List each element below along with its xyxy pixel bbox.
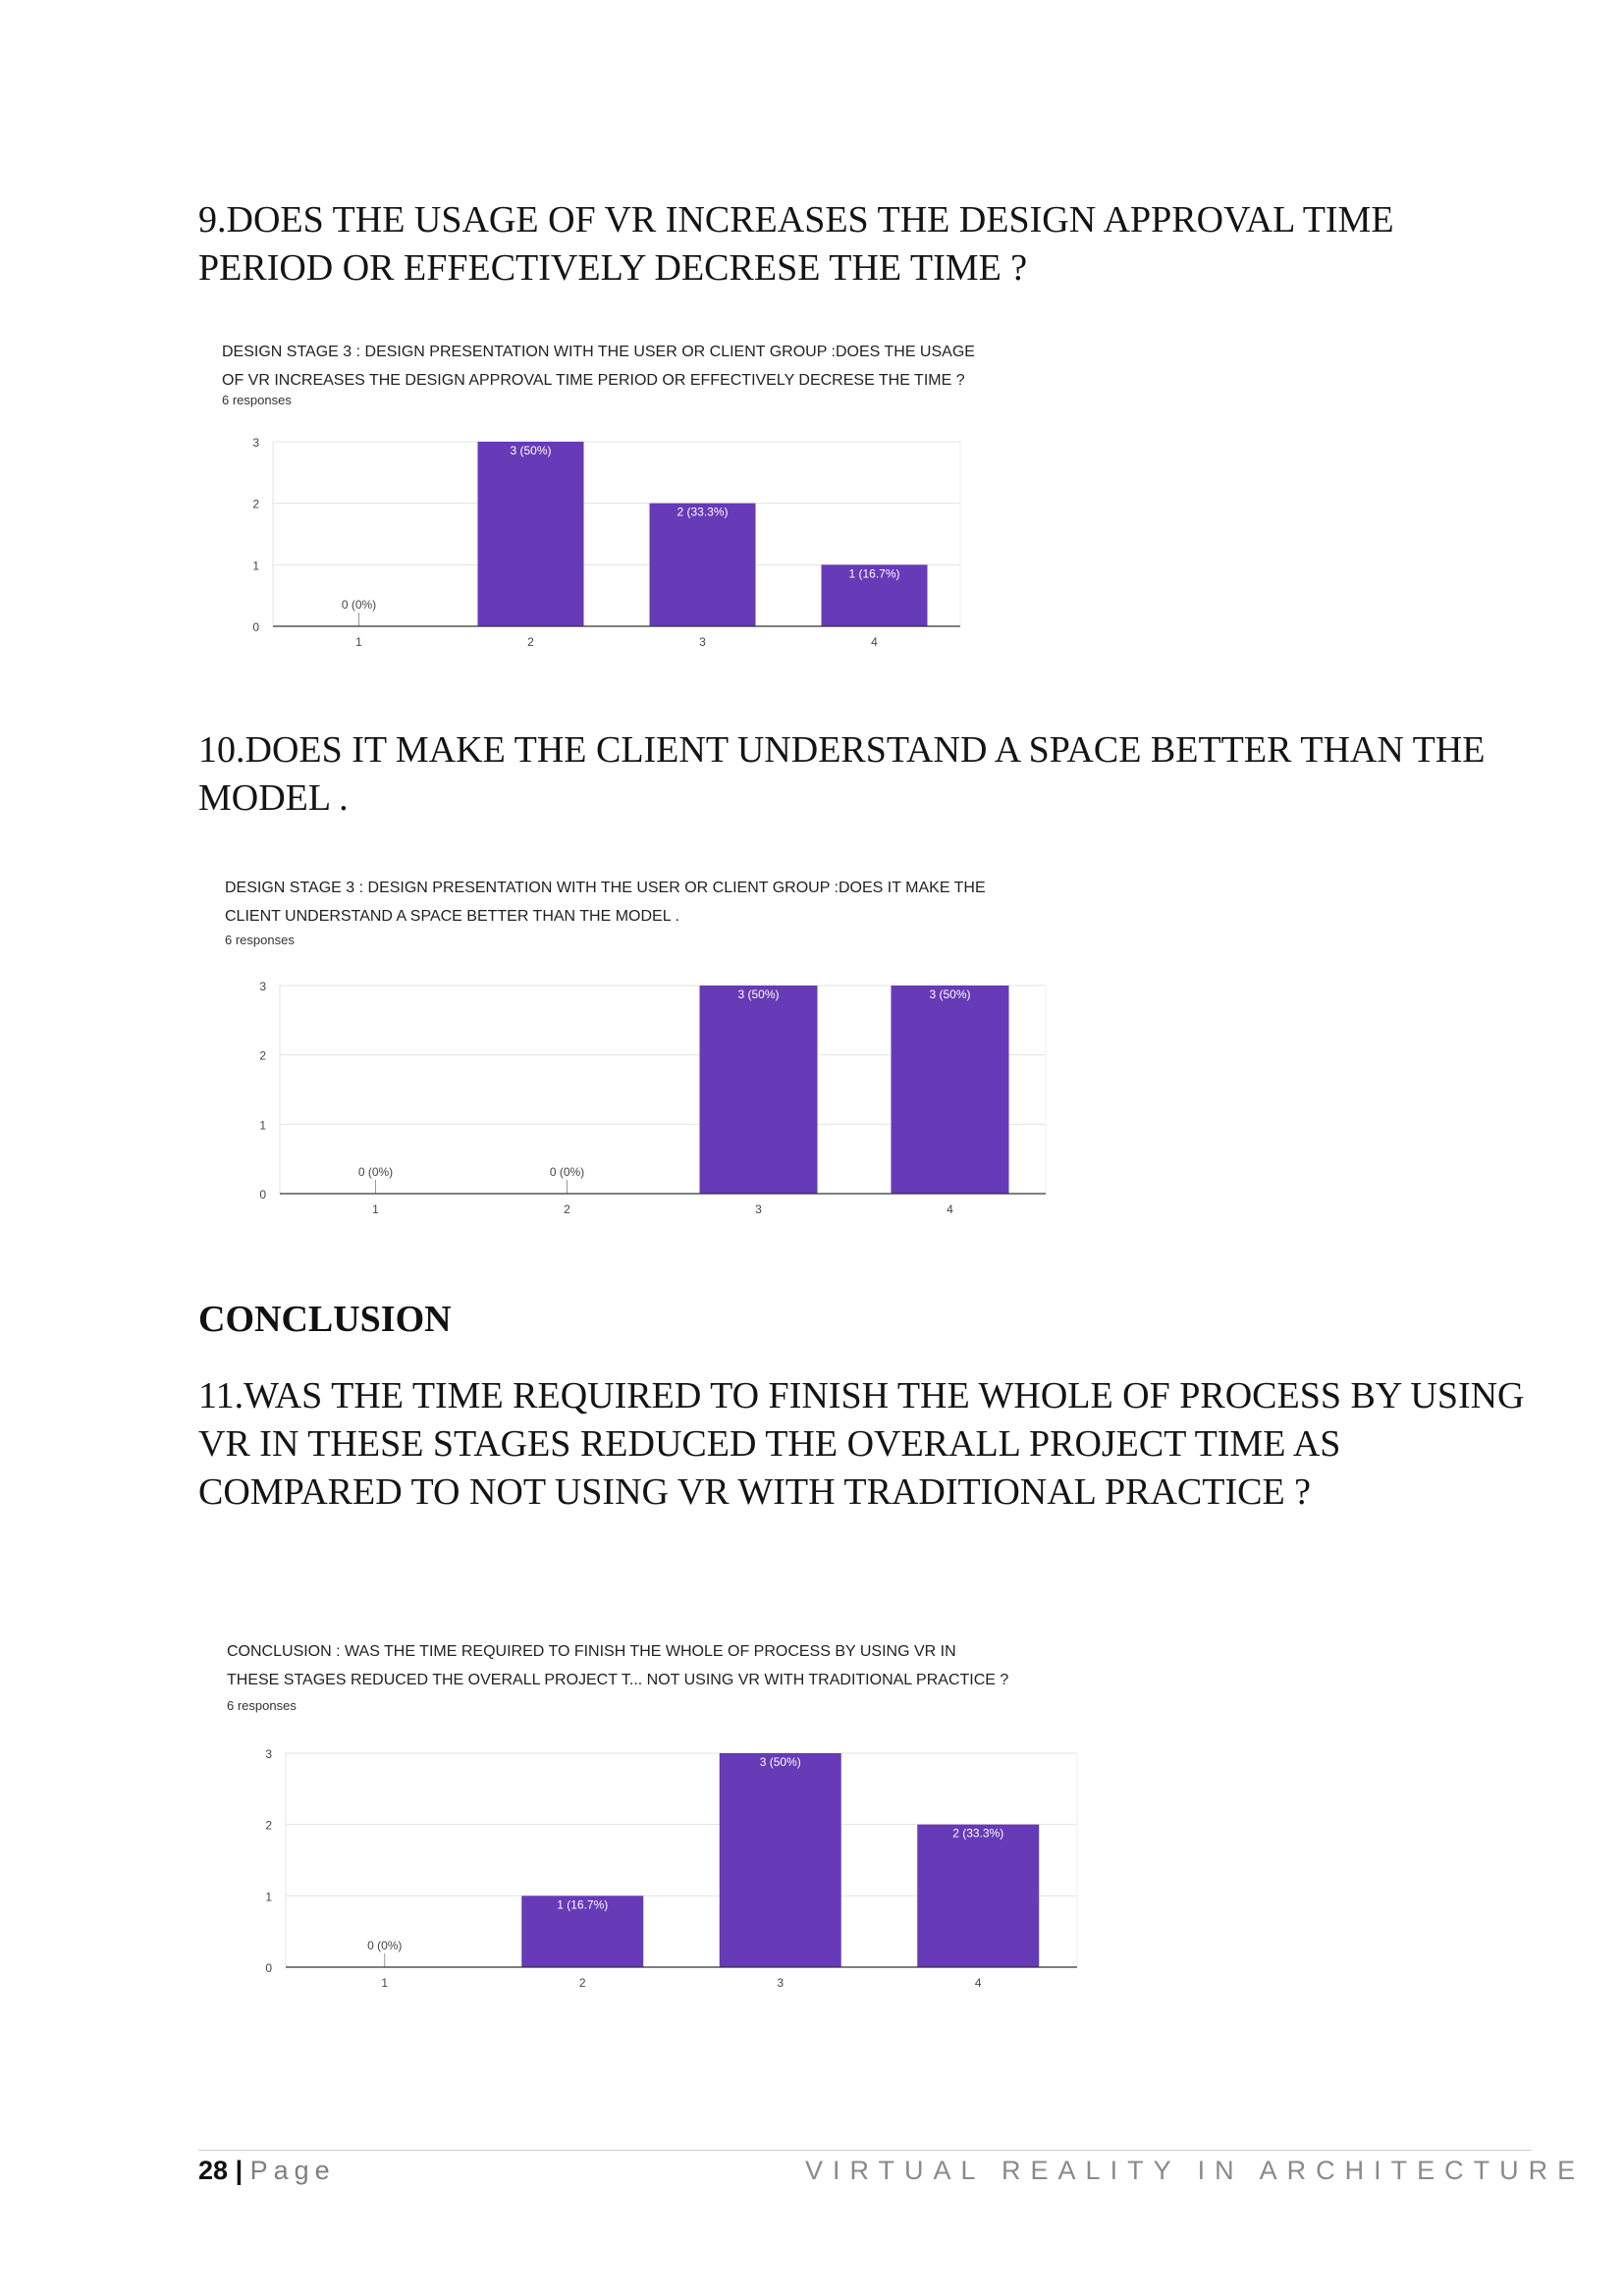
bar-data-label: 2 (33.3%) (952, 1827, 1003, 1841)
x-tick-label: 2 (579, 1976, 586, 1990)
question-9-heading: 9.DOES THE USAGE OF VR INCREASES THE DES… (198, 199, 1394, 289)
question-10-heading: 10.DOES IT MAKE THE CLIENT UNDERSTAND A … (198, 729, 1486, 819)
y-tick-label: 3 (252, 436, 259, 450)
conclusion-heading: CONCLUSION (198, 1299, 452, 1340)
y-tick-label: 1 (259, 1118, 266, 1132)
chart-title-line-1: CONCLUSION : WAS THE TIME REQUIRED TO FI… (227, 1643, 956, 1660)
footer-running-title: VIRTUAL REALITY IN ARCHITECTURE (805, 2156, 1586, 2185)
page-word: Page (249, 2156, 336, 2185)
bar-data-label: 0 (0%) (358, 1165, 393, 1179)
bar (719, 1753, 841, 1967)
footer-page-number: 28 | Page (198, 2156, 336, 2186)
chart-title: CONCLUSION : WAS THE TIME REQUIRED TO FI… (227, 1637, 1008, 1694)
x-tick-label: 3 (755, 1202, 762, 1216)
bar-data-label: 3 (50%) (737, 988, 779, 1001)
bar-plot: 0 1 2 3 0 (0%) 1 3 (50%) 2 2 (33.3%) 3 1 (16.7%) 4 (252, 436, 961, 649)
chart-q11: CONCLUSION : WAS THE TIME REQUIRED TO FI… (227, 1637, 1091, 1996)
y-tick-label: 1 (252, 559, 259, 572)
bar-data-label: 1 (16.7%) (848, 566, 899, 580)
y-tick-label: 0 (252, 620, 259, 634)
x-tick-label: 1 (355, 635, 362, 649)
responses-count: 6 responses (222, 393, 292, 407)
bar (649, 503, 756, 626)
chart-title-line-2: THESE STAGES REDUCED THE OVERALL PROJECT… (227, 1672, 1009, 1688)
y-tick-label: 3 (265, 1747, 272, 1761)
responses-count: 6 responses (225, 933, 295, 947)
x-tick-label: 3 (777, 1976, 784, 1990)
x-tick-label: 4 (947, 1202, 953, 1216)
y-tick-label: 0 (259, 1188, 266, 1201)
bar-data-label: 2 (33.3%) (677, 506, 728, 519)
x-tick-label: 1 (381, 1976, 388, 1990)
bar-data-label: 3 (50%) (929, 988, 970, 1001)
bar-data-label: 0 (0%) (550, 1165, 584, 1179)
x-tick-label: 2 (527, 635, 534, 649)
x-tick-label: 4 (975, 1976, 982, 1990)
chart-title: DESIGN STAGE 3 : DESIGN PRESENTATION WIT… (225, 874, 986, 931)
chart-q9: DESIGN STAGE 3 : DESIGN PRESENTATION WIT… (222, 338, 978, 681)
bar-data-label: 3 (50%) (510, 444, 551, 457)
page-separator: | (235, 2156, 244, 2185)
bar (821, 564, 928, 626)
responses-count: 6 responses (227, 1698, 297, 1713)
footer-divider (198, 2150, 1532, 2151)
page-number: 28 (198, 2156, 229, 2185)
bar-data-label: 1 (16.7%) (557, 1897, 608, 1911)
bar-data-label: 3 (50%) (760, 1755, 801, 1769)
x-tick-label: 1 (372, 1202, 379, 1216)
chart-title-line-2: OF VR INCREASES THE DESIGN APPROVAL TIME… (222, 372, 965, 389)
bar (521, 1896, 644, 1967)
question-11-heading: 11.WAS THE TIME REQUIRED TO FINISH THE W… (198, 1375, 1525, 1513)
chart-title: DESIGN STAGE 3 : DESIGN PRESENTATION WIT… (222, 338, 975, 395)
bar (891, 986, 1009, 1194)
chart-title-line-1: DESIGN STAGE 3 : DESIGN PRESENTATION WIT… (222, 344, 975, 360)
chart-title-line-2: CLIENT UNDERSTAND A SPACE BETTER THAN TH… (225, 908, 679, 925)
bar-data-label: 0 (0%) (367, 1939, 402, 1952)
x-tick-label: 3 (699, 635, 706, 649)
chart-q10: DESIGN STAGE 3 : DESIGN PRESENTATION WIT… (225, 874, 1069, 1217)
y-tick-label: 3 (259, 980, 266, 993)
chart-title-line-1: DESIGN STAGE 3 : DESIGN PRESENTATION WIT… (225, 880, 986, 896)
y-tick-label: 2 (259, 1049, 266, 1063)
bar-plot: 0 1 2 3 0 (0%) 1 1 (16.7%) 2 3 (50%) 3 2 (33.3%) 4 (265, 1747, 1078, 1990)
y-tick-label: 0 (265, 1961, 272, 1975)
y-tick-label: 2 (265, 1819, 272, 1833)
x-tick-label: 4 (871, 635, 878, 649)
bar-data-label: 0 (0%) (342, 598, 376, 612)
y-tick-label: 2 (252, 498, 259, 511)
bar (477, 442, 584, 626)
x-tick-label: 2 (564, 1202, 570, 1216)
bar-plot: 0 1 2 3 0 (0%) 1 0 (0%) 2 3 (50%) 3 3 (50%) 4 (259, 980, 1047, 1216)
bar (917, 1824, 1040, 1967)
y-tick-label: 1 (265, 1890, 272, 1903)
bar (699, 986, 818, 1194)
